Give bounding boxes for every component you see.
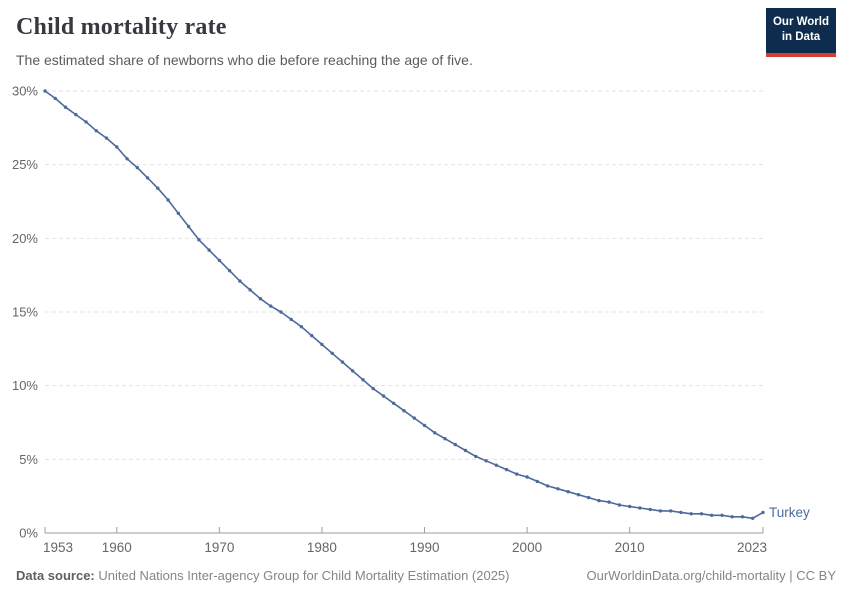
data-point-2013	[658, 509, 663, 513]
chart-subtitle: The estimated share of newborns who die …	[16, 52, 473, 68]
data-point-2016	[689, 512, 693, 516]
data-point-2021	[740, 515, 745, 519]
data-point-1980	[320, 342, 324, 347]
data-point-2000	[525, 475, 529, 479]
data-point-2011	[638, 506, 642, 510]
data-point-2008	[607, 500, 611, 504]
data-point-1999	[515, 472, 519, 476]
data-point-1955	[63, 105, 68, 109]
data-source-note: Data source: United Nations Inter-agency…	[16, 568, 510, 583]
data-point-2002	[545, 484, 550, 488]
data-point-1961	[125, 157, 129, 161]
data-point-1983	[351, 369, 355, 373]
data-point-1972	[238, 279, 242, 283]
data-point-1974	[258, 297, 263, 301]
data-point-1960	[115, 145, 119, 149]
data-point-1969	[207, 248, 211, 252]
data-point-1967	[186, 224, 191, 229]
data-point-1976	[279, 310, 283, 314]
y-axis-label-30: 30%	[12, 84, 38, 99]
data-point-1964	[156, 186, 160, 190]
chart-line-turkey	[44, 90, 764, 520]
data-point-1977	[289, 317, 293, 322]
chart-footer: Data source: United Nations Inter-agency…	[16, 568, 836, 583]
data-source-text: United Nations Inter-agency Group for Ch…	[94, 568, 510, 583]
data-point-2018	[710, 513, 714, 517]
data-point-1997	[494, 463, 498, 467]
y-axis-label-5: 5%	[19, 452, 38, 467]
data-point-1970	[217, 258, 222, 263]
data-point-1956	[74, 112, 78, 117]
x-axis-label-2000: 2000	[512, 540, 542, 555]
data-point-1996	[484, 459, 488, 463]
owid-logo-line1: Our World	[772, 16, 829, 28]
data-point-2006	[586, 495, 591, 500]
data-point-2023	[761, 510, 765, 515]
data-point-1991	[433, 431, 437, 435]
data-point-2004	[566, 490, 570, 494]
data-point-1984	[361, 378, 365, 382]
data-point-1968	[197, 238, 201, 242]
y-axis-label-25: 25%	[12, 157, 38, 172]
data-point-2001	[535, 479, 539, 484]
data-point-2007	[597, 498, 601, 503]
x-axis-label-1990: 1990	[409, 540, 439, 555]
data-point-1992	[443, 437, 447, 441]
data-point-2005	[576, 493, 581, 497]
data-point-1965	[166, 198, 170, 202]
owid-url-link[interactable]: OurWorldinData.org/child-mortality | CC …	[586, 568, 837, 583]
data-point-1971	[227, 269, 232, 273]
data-point-1990	[422, 423, 427, 428]
data-point-2015	[679, 510, 683, 515]
data-point-1962	[135, 165, 139, 170]
y-axis-label-15: 15%	[12, 305, 38, 320]
x-axis-label-1953: 1953	[43, 540, 73, 555]
x-axis-label-1960: 1960	[102, 540, 132, 555]
data-point-1975	[269, 304, 273, 308]
data-point-1973	[248, 288, 252, 292]
data-point-1987	[392, 401, 396, 405]
data-point-1979	[310, 333, 314, 338]
data-point-1959	[104, 136, 109, 140]
data-point-1988	[402, 409, 406, 413]
data-point-1989	[412, 416, 416, 420]
data-point-1994	[463, 448, 468, 453]
x-axis-label-2010: 2010	[615, 540, 645, 555]
owid-logo[interactable]: Our World in Data	[766, 8, 836, 57]
data-point-1995	[474, 454, 478, 459]
data-point-1985	[371, 386, 375, 391]
data-point-2010	[628, 504, 632, 509]
data-point-1981	[330, 351, 334, 355]
data-point-2003	[556, 487, 560, 491]
x-axis-label-1980: 1980	[307, 540, 337, 555]
x-axis-label-2023: 2023	[737, 540, 767, 555]
data-point-1963	[145, 176, 150, 180]
data-point-1993	[453, 442, 457, 447]
data-point-2019	[720, 513, 724, 517]
data-point-1954	[53, 96, 57, 101]
data-point-2020	[730, 515, 734, 519]
data-point-1986	[381, 394, 386, 398]
y-axis-label-20: 20%	[12, 231, 38, 246]
data-point-1957	[84, 120, 88, 124]
page-title: Child mortality rate	[16, 14, 227, 40]
data-source-label: Data source:	[16, 568, 95, 583]
data-point-1998	[504, 467, 509, 472]
data-point-2022	[751, 516, 755, 520]
entity-label-turkey[interactable]: Turkey	[769, 505, 810, 520]
y-axis-label-0: 0%	[19, 526, 38, 541]
data-point-1953	[43, 89, 47, 93]
data-point-1958	[94, 129, 99, 133]
y-axis-label-10: 10%	[12, 378, 38, 393]
owid-logo-line2: in Data	[781, 30, 821, 43]
data-point-1978	[299, 325, 304, 329]
data-point-1982	[340, 360, 345, 364]
data-point-2009	[617, 503, 622, 507]
data-point-2017	[699, 512, 704, 516]
data-point-1966	[176, 211, 180, 215]
data-point-2012	[648, 507, 652, 512]
data-point-2014	[669, 509, 673, 513]
x-axis-label-1970: 1970	[204, 540, 234, 555]
